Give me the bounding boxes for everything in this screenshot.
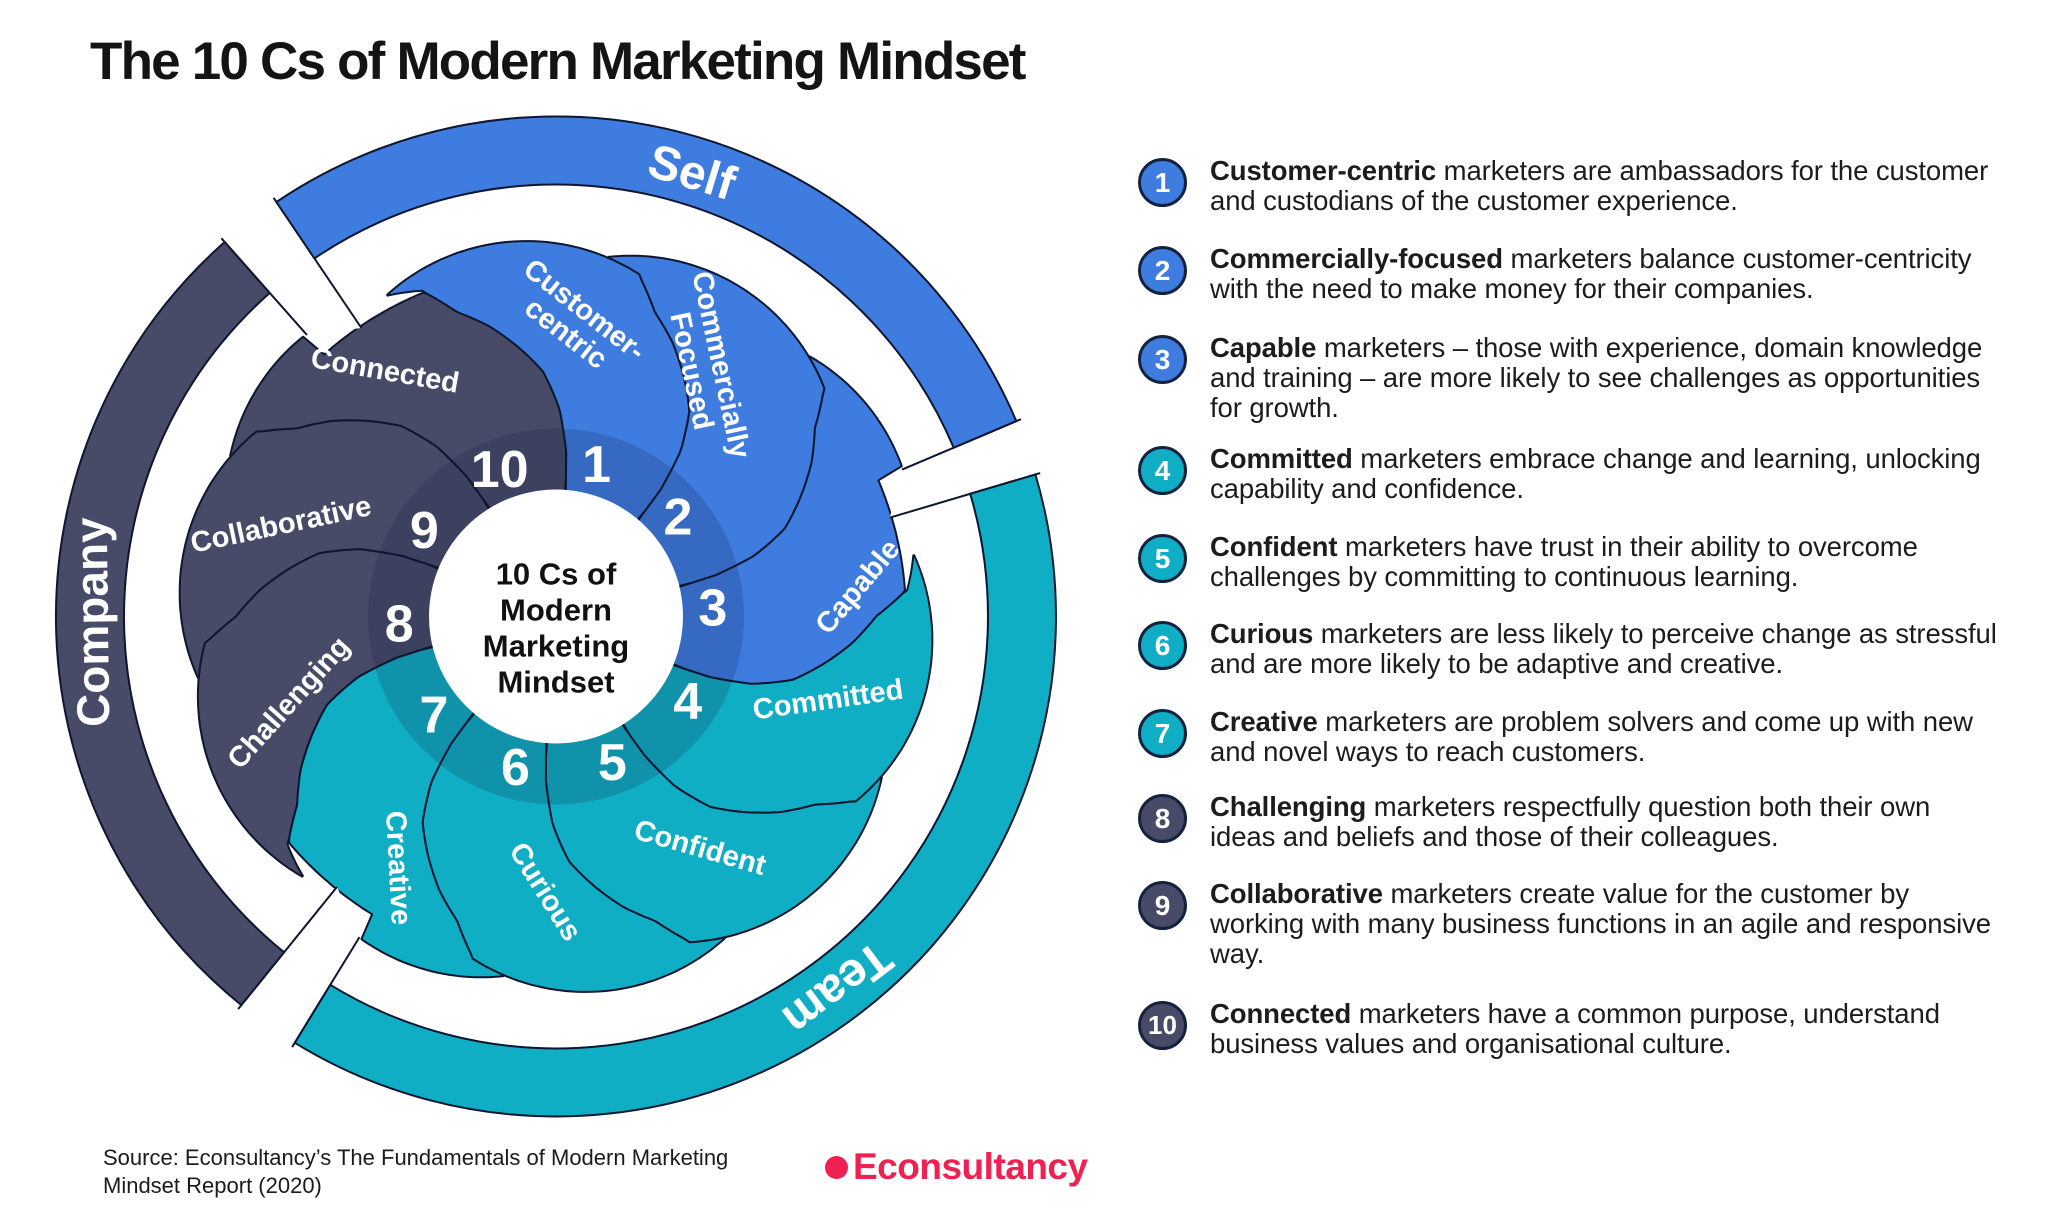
svg-text:1: 1: [582, 436, 611, 494]
svg-text:8: 8: [385, 596, 414, 654]
svg-text:Creative: Creative: [379, 810, 417, 926]
svg-text:9: 9: [410, 502, 439, 560]
svg-text:4: 4: [673, 673, 702, 731]
svg-text:2: 2: [664, 489, 693, 547]
svg-text:Marketing: Marketing: [483, 629, 629, 664]
svg-text:5: 5: [598, 734, 627, 792]
svg-text:7: 7: [420, 686, 449, 744]
svg-text:3: 3: [698, 579, 727, 637]
svg-text:Modern: Modern: [500, 593, 612, 628]
svg-text:10: 10: [471, 441, 529, 499]
svg-text:Company: Company: [65, 517, 120, 728]
svg-text:10 Cs of: 10 Cs of: [496, 557, 617, 592]
svg-text:Mindset: Mindset: [497, 665, 614, 700]
svg-text:6: 6: [501, 739, 530, 797]
